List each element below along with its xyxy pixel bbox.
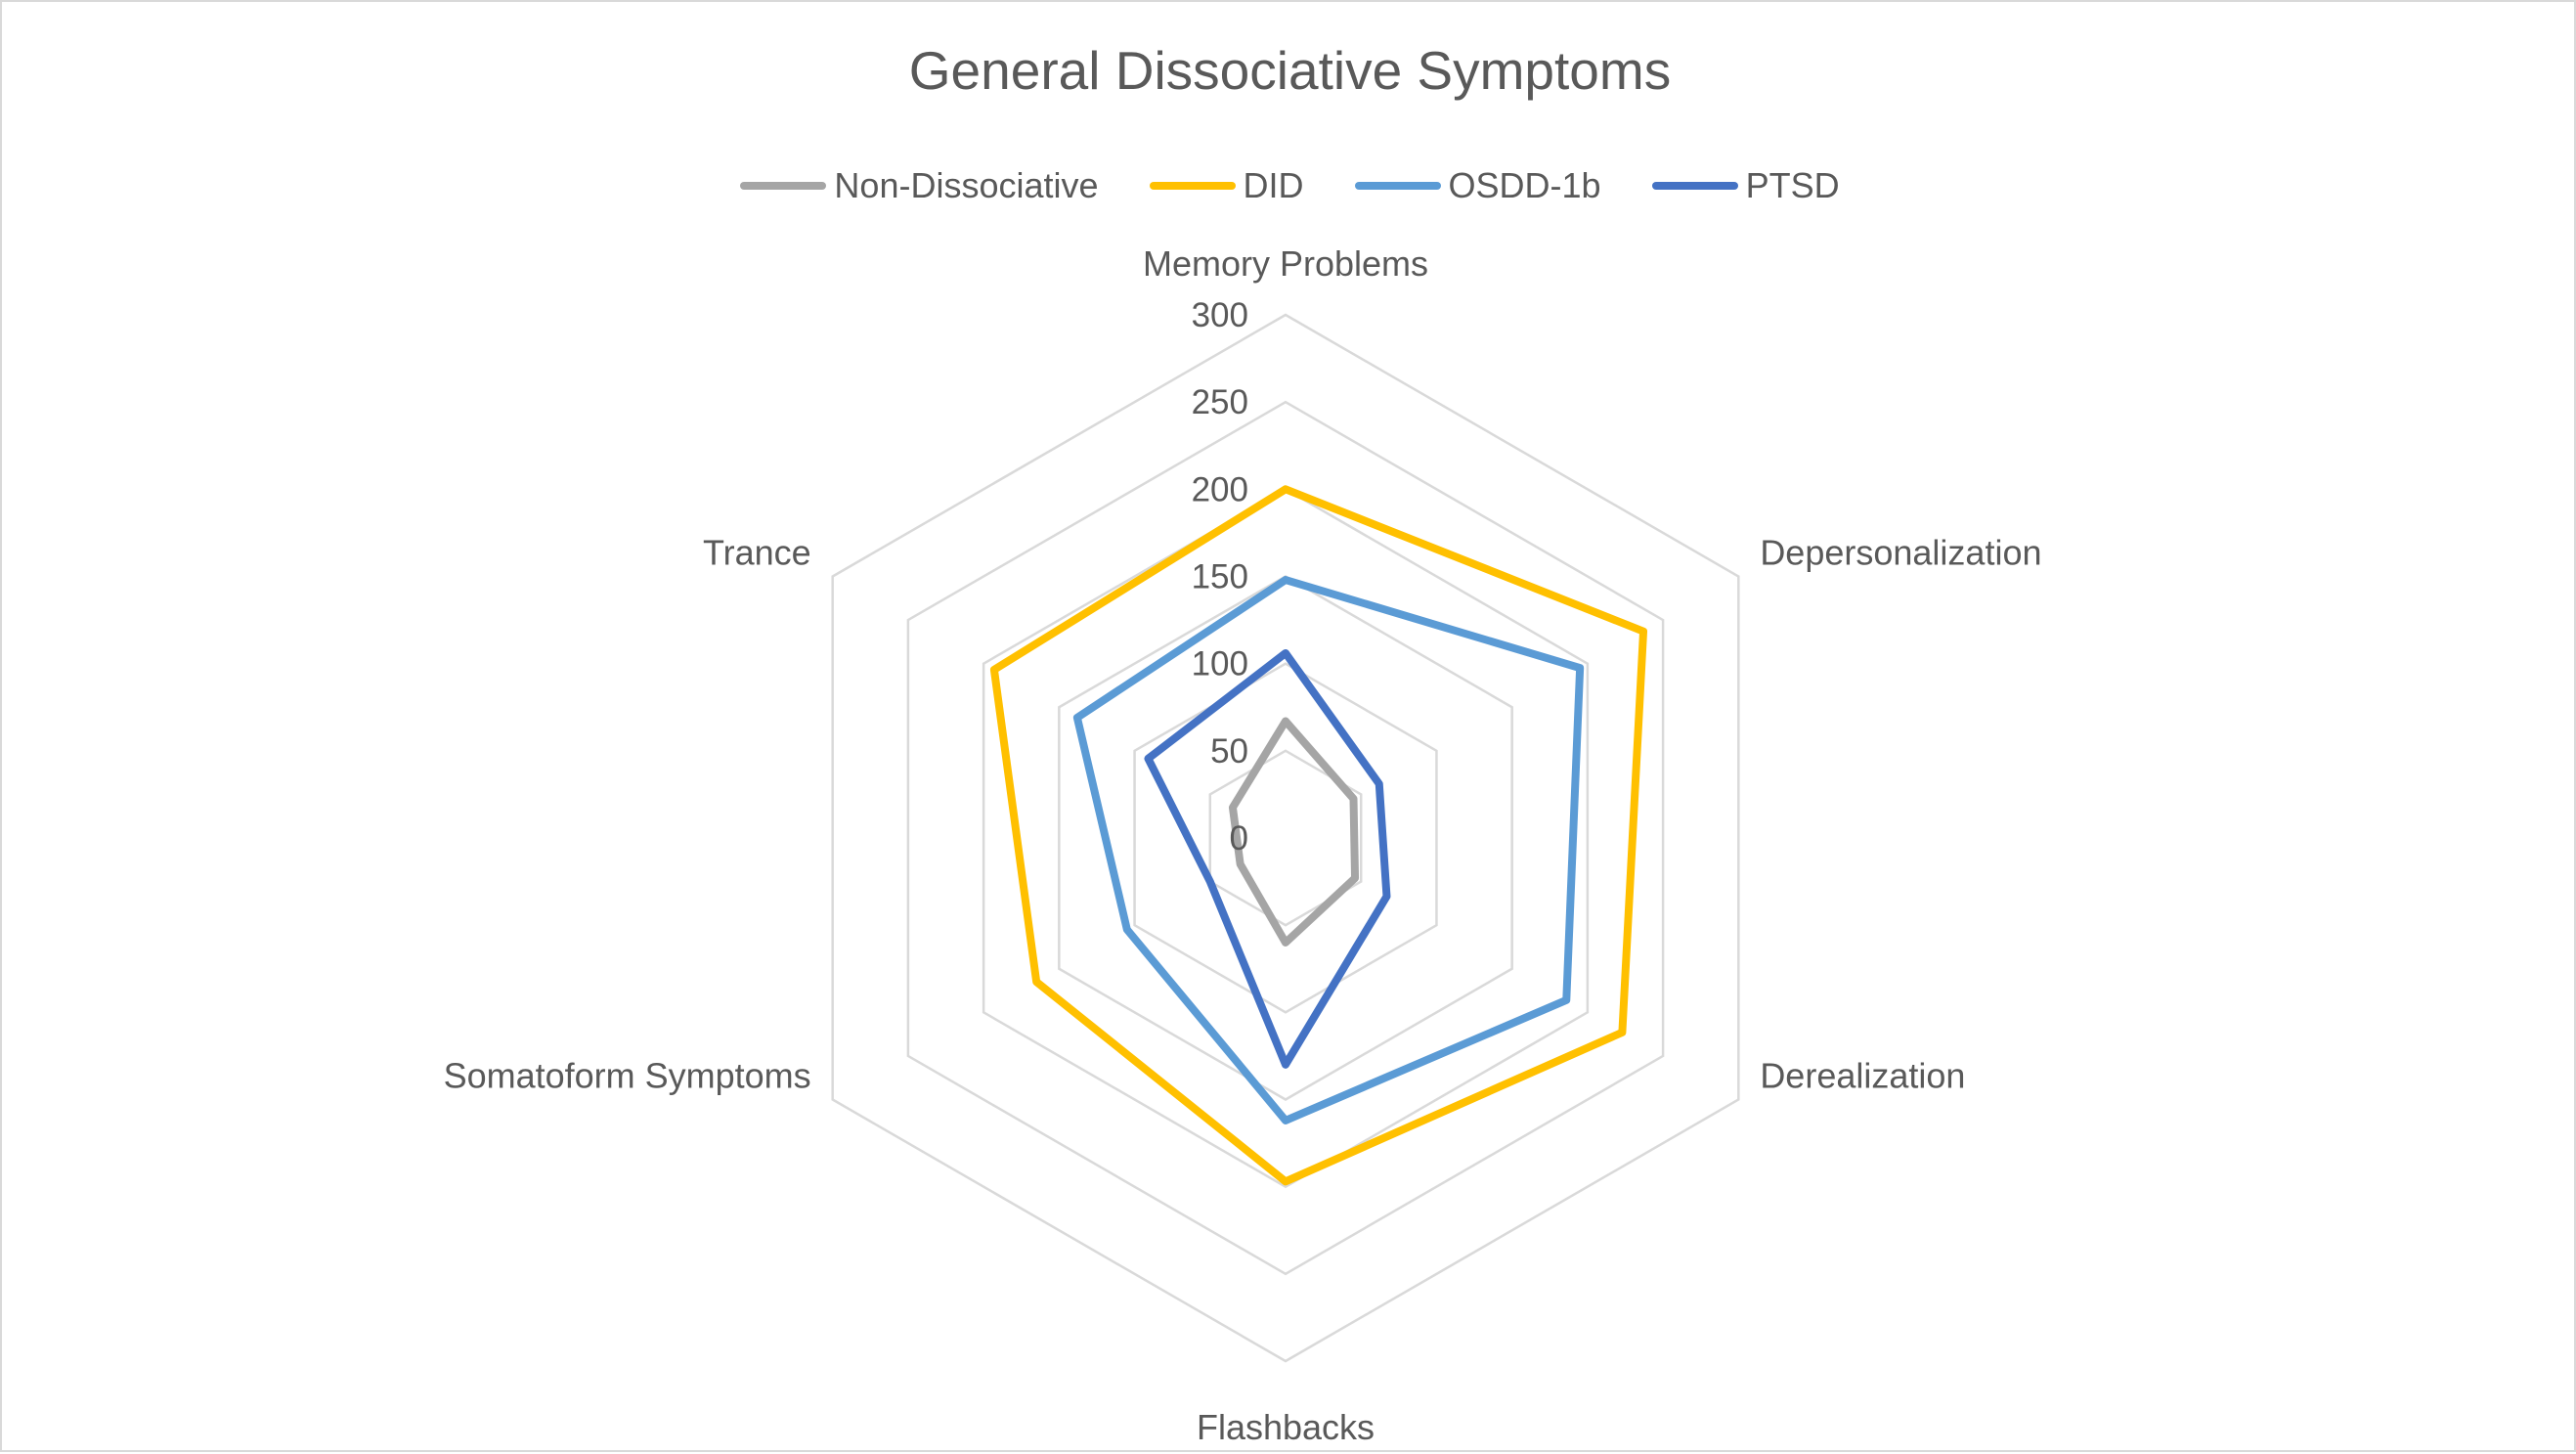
- tick-label-0: 0: [1230, 819, 1248, 858]
- grid-ring-300: [831, 313, 1740, 1363]
- tick-label-150: 150: [1192, 558, 1248, 596]
- grid-ring-250: [906, 400, 1665, 1276]
- axis-label-depersonalization: Depersonalization: [1760, 533, 2041, 573]
- legend-entry-ptsd: PTSD: [1651, 165, 1840, 206]
- tick-label-300: 300: [1192, 296, 1248, 334]
- grid-ring-50: [1208, 749, 1363, 927]
- axis-label-trance: Trance: [703, 533, 811, 573]
- tick-label-layer: 0 50 100 150 200 250 300: [1192, 296, 1248, 858]
- grid-ring-200: [982, 487, 1590, 1189]
- legend-swatch-osdd-1b: [1354, 182, 1441, 190]
- legend-label-non-dissociative: Non-Dissociative: [834, 165, 1099, 205]
- chart-title: General Dissociative Symptoms: [908, 40, 1672, 101]
- legend-label-ptsd: PTSD: [1745, 165, 1840, 205]
- tick-label-50: 50: [1210, 732, 1248, 771]
- legend-entry-did: DID: [1149, 165, 1304, 206]
- series-line-ptsd: [1144, 648, 1391, 1069]
- legend-swatch-ptsd: [1651, 182, 1738, 190]
- tick-label-100: 100: [1192, 645, 1248, 683]
- grid-ring-150: [1058, 575, 1513, 1101]
- legend-label-osdd-1b: OSDD-1b: [1448, 165, 1601, 205]
- legend-swatch-did: [1149, 182, 1236, 190]
- legend-label-did: DID: [1243, 165, 1304, 205]
- axis-label-layer: Memory Problems Depersonalization Derealiz…: [444, 243, 2042, 1447]
- grid-layer: [831, 313, 1740, 1363]
- axis-label-memory-problems: Memory Problems: [1143, 243, 1428, 284]
- axis-label-derealization: Derealization: [1760, 1056, 1965, 1096]
- legend-swatch-non-dissociative: [740, 182, 827, 190]
- tick-label-200: 200: [1192, 470, 1248, 508]
- legend-entry-osdd-1b: OSDD-1b: [1354, 165, 1601, 206]
- series-layer: [989, 485, 1648, 1186]
- legend-entry-non-dissociative: Non-Dissociative: [740, 165, 1099, 206]
- axis-label-flashbacks: Flashbacks: [1197, 1407, 1375, 1447]
- series-line-non-dissociative: [1228, 717, 1360, 947]
- grid-ring-100: [1133, 662, 1438, 1014]
- series-line-did: [989, 485, 1648, 1186]
- axis-label-somatoform-symptoms: Somatoform Symptoms: [444, 1056, 811, 1096]
- legend: Non-Dissociative DID OSDD-1b PTSD: [2, 158, 2576, 213]
- tick-label-250: 250: [1192, 383, 1248, 421]
- series-line-osdd-1b: [1072, 576, 1585, 1124]
